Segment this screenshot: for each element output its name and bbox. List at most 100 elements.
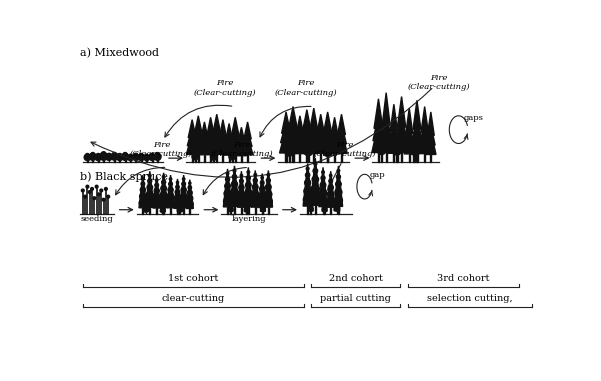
Circle shape <box>306 146 311 151</box>
Circle shape <box>334 196 343 204</box>
Circle shape <box>245 189 252 197</box>
Bar <box>315 205 316 214</box>
Polygon shape <box>180 175 188 208</box>
Circle shape <box>162 202 163 203</box>
Bar <box>222 154 224 162</box>
Circle shape <box>100 152 108 160</box>
Polygon shape <box>210 130 223 154</box>
Bar <box>393 153 394 162</box>
Polygon shape <box>330 126 339 145</box>
Circle shape <box>180 199 188 207</box>
Bar <box>430 154 432 162</box>
Bar <box>216 154 218 162</box>
Polygon shape <box>244 167 252 207</box>
Circle shape <box>96 154 100 157</box>
Polygon shape <box>243 130 252 147</box>
Circle shape <box>224 190 231 197</box>
Bar <box>177 208 178 214</box>
Bar <box>157 159 158 162</box>
Bar <box>378 152 379 162</box>
Circle shape <box>328 185 334 190</box>
Circle shape <box>97 193 100 196</box>
Circle shape <box>183 178 185 180</box>
Circle shape <box>246 200 248 202</box>
Circle shape <box>95 154 102 160</box>
Circle shape <box>225 183 230 189</box>
Circle shape <box>144 203 148 207</box>
Circle shape <box>251 198 259 206</box>
Polygon shape <box>160 201 165 212</box>
Polygon shape <box>421 107 429 133</box>
Bar <box>142 208 143 214</box>
Polygon shape <box>174 179 181 208</box>
Circle shape <box>147 185 153 190</box>
Polygon shape <box>244 122 251 139</box>
Circle shape <box>88 190 91 194</box>
Polygon shape <box>230 132 241 154</box>
Polygon shape <box>199 135 210 155</box>
Polygon shape <box>316 124 326 144</box>
Polygon shape <box>420 121 429 143</box>
Bar <box>413 154 415 162</box>
Circle shape <box>167 193 174 200</box>
Circle shape <box>325 147 330 152</box>
Text: Fire
(Clear-cutting): Fire (Clear-cutting) <box>275 79 337 96</box>
Circle shape <box>153 200 160 207</box>
Bar <box>156 208 157 214</box>
Circle shape <box>320 182 326 188</box>
Circle shape <box>89 153 96 160</box>
Bar <box>234 207 235 214</box>
Circle shape <box>228 207 233 212</box>
Circle shape <box>100 189 103 192</box>
Circle shape <box>154 188 159 193</box>
Circle shape <box>229 154 236 160</box>
Polygon shape <box>373 115 384 141</box>
Circle shape <box>174 200 181 207</box>
Text: partial cutting: partial cutting <box>320 294 391 303</box>
Circle shape <box>188 190 192 195</box>
Polygon shape <box>395 122 408 152</box>
Bar <box>114 159 115 162</box>
Circle shape <box>174 195 180 201</box>
Bar <box>310 211 311 214</box>
Circle shape <box>230 199 231 200</box>
Text: Fire
(Clear-cutting): Fire (Clear-cutting) <box>211 141 273 158</box>
Circle shape <box>160 208 165 213</box>
Text: selection cutting,: selection cutting, <box>427 294 513 303</box>
Circle shape <box>138 154 145 160</box>
Circle shape <box>379 144 384 150</box>
Polygon shape <box>139 175 147 208</box>
Circle shape <box>194 153 197 157</box>
Bar <box>170 208 171 214</box>
Polygon shape <box>231 117 239 136</box>
Polygon shape <box>413 100 421 129</box>
Polygon shape <box>404 129 415 154</box>
Circle shape <box>252 191 259 198</box>
Circle shape <box>186 201 193 208</box>
Circle shape <box>233 174 237 179</box>
Polygon shape <box>213 114 221 134</box>
Bar <box>255 207 256 214</box>
Text: gap: gap <box>369 171 385 179</box>
Polygon shape <box>323 112 332 133</box>
Circle shape <box>265 191 272 198</box>
Circle shape <box>107 195 109 198</box>
Polygon shape <box>412 116 422 141</box>
Circle shape <box>139 199 147 207</box>
Bar <box>299 154 300 162</box>
Text: layering: layering <box>232 215 266 223</box>
Circle shape <box>322 171 325 173</box>
Circle shape <box>329 174 332 177</box>
Circle shape <box>178 205 182 210</box>
Polygon shape <box>166 175 174 208</box>
Circle shape <box>118 154 121 157</box>
Circle shape <box>328 191 334 198</box>
Circle shape <box>133 154 139 160</box>
Circle shape <box>228 205 233 209</box>
Circle shape <box>121 153 129 160</box>
Text: 3rd cohort: 3rd cohort <box>438 274 490 283</box>
Circle shape <box>146 198 154 206</box>
Polygon shape <box>244 200 249 211</box>
Circle shape <box>310 198 311 199</box>
Polygon shape <box>294 131 306 154</box>
